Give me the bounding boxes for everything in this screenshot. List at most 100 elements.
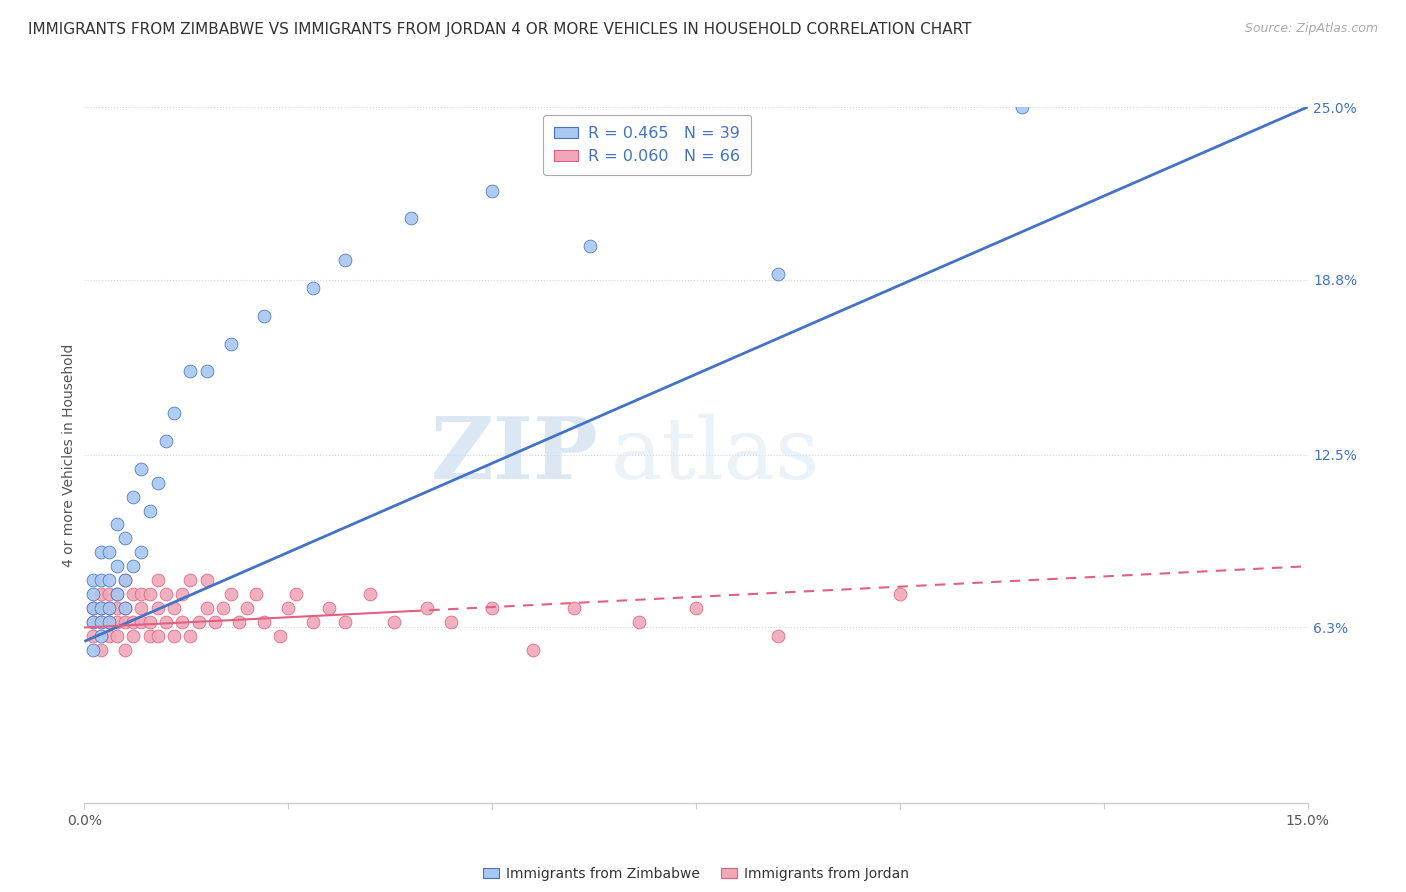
Point <box>172 615 194 629</box>
Point <box>122 587 145 601</box>
Point <box>90 587 112 601</box>
Point <box>131 601 153 615</box>
Point <box>114 615 136 629</box>
Point <box>228 615 250 629</box>
Point <box>253 309 276 323</box>
Point <box>97 615 120 629</box>
Point <box>253 615 276 629</box>
Point <box>481 601 503 615</box>
Point <box>889 587 911 601</box>
Point <box>685 601 707 615</box>
Point <box>440 615 463 629</box>
Point <box>187 615 209 629</box>
Point <box>138 503 160 517</box>
Point <box>97 615 120 629</box>
Point <box>163 629 186 643</box>
Point <box>579 239 602 253</box>
Point <box>301 281 323 295</box>
Point <box>105 587 128 601</box>
Point <box>122 629 145 643</box>
Point <box>97 601 120 615</box>
Point <box>627 615 650 629</box>
Point <box>105 629 128 643</box>
Point <box>382 615 405 629</box>
Text: IMMIGRANTS FROM ZIMBABWE VS IMMIGRANTS FROM JORDAN 4 OR MORE VEHICLES IN HOUSEHO: IMMIGRANTS FROM ZIMBABWE VS IMMIGRANTS F… <box>28 22 972 37</box>
Point <box>82 642 104 657</box>
Text: Source: ZipAtlas.com: Source: ZipAtlas.com <box>1244 22 1378 36</box>
Point <box>82 601 104 615</box>
Point <box>105 615 128 629</box>
Point <box>163 601 186 615</box>
Point <box>179 364 201 378</box>
Point <box>335 615 357 629</box>
Point <box>277 601 299 615</box>
Point <box>90 629 112 643</box>
Point <box>105 587 128 601</box>
Point <box>766 629 789 643</box>
Point <box>163 406 186 420</box>
Point <box>219 336 242 351</box>
Point <box>90 573 112 587</box>
Text: ZIP: ZIP <box>430 413 598 497</box>
Point <box>97 629 120 643</box>
Point <box>522 642 544 657</box>
Text: atlas: atlas <box>610 413 820 497</box>
Point <box>90 615 112 629</box>
Point <box>138 587 160 601</box>
Y-axis label: 4 or more Vehicles in Household: 4 or more Vehicles in Household <box>62 343 76 566</box>
Point <box>146 601 169 615</box>
Point <box>131 587 153 601</box>
Point <box>195 364 218 378</box>
Point <box>179 629 201 643</box>
Point <box>219 587 242 601</box>
Point <box>90 545 112 559</box>
Point <box>122 615 145 629</box>
Point <box>155 587 177 601</box>
Point <box>138 629 160 643</box>
Point <box>114 601 136 615</box>
Point <box>114 532 136 546</box>
Point <box>1011 100 1033 114</box>
Point <box>97 573 120 587</box>
Point <box>146 475 169 490</box>
Point <box>131 462 153 476</box>
Point <box>236 601 259 615</box>
Point <box>114 642 136 657</box>
Point <box>562 601 585 615</box>
Point <box>105 559 128 574</box>
Point <box>131 545 153 559</box>
Point <box>90 642 112 657</box>
Point <box>335 253 357 268</box>
Point <box>179 573 201 587</box>
Point <box>82 587 104 601</box>
Point <box>90 601 112 615</box>
Point <box>481 184 503 198</box>
Point <box>146 573 169 587</box>
Point <box>285 587 308 601</box>
Point <box>82 601 104 615</box>
Point <box>195 573 218 587</box>
Point <box>90 615 112 629</box>
Point <box>269 629 291 643</box>
Point <box>245 587 267 601</box>
Point <box>97 545 120 559</box>
Point <box>90 601 112 615</box>
Point <box>146 629 169 643</box>
Point <box>114 601 136 615</box>
Point <box>416 601 439 615</box>
Point <box>138 615 160 629</box>
Point <box>82 629 104 643</box>
Point <box>195 601 218 615</box>
Point <box>122 559 145 574</box>
Point <box>122 490 145 504</box>
Point <box>131 615 153 629</box>
Point <box>82 615 104 629</box>
Point <box>114 573 136 587</box>
Point <box>204 615 226 629</box>
Point <box>301 615 323 629</box>
Point <box>114 573 136 587</box>
Point <box>97 587 120 601</box>
Point <box>82 615 104 629</box>
Point <box>155 434 177 448</box>
Point <box>82 573 104 587</box>
